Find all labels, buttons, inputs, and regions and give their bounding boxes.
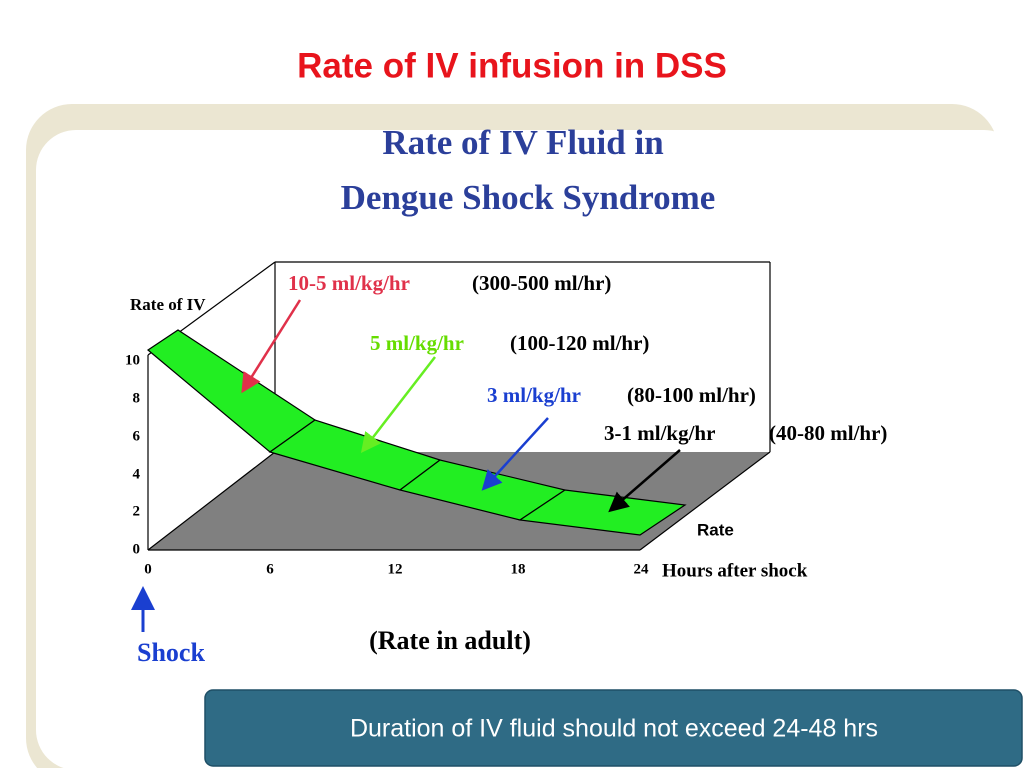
x-tick-label: 0 (144, 561, 152, 577)
frame-inner (36, 130, 1024, 768)
shock-label: Shock (137, 638, 205, 667)
y-tick-label: 6 (133, 428, 141, 444)
dose-label: 3-1 ml/kg/hr (604, 421, 715, 445)
note-box (204, 689, 1023, 767)
dose-label: 5 ml/kg/hr (370, 331, 464, 355)
y-tick-label: 10 (125, 352, 140, 368)
arrow (608, 449, 681, 513)
depth-label: Rate (697, 520, 734, 539)
x-tick-label: 12 (388, 561, 403, 577)
dose-label: 3 ml/kg/hr (487, 383, 581, 407)
figure-title: Rate of IV Fluid in (382, 123, 663, 162)
dose-label: 10-5 ml/kg/hr (288, 271, 410, 295)
x-ticks: 0 6 12 18 24 (144, 561, 649, 577)
volume-label: (40-80 ml/hr) (769, 421, 887, 445)
y-axis-label: Rate of IV (130, 295, 206, 314)
arrow (360, 356, 436, 453)
x-tick-label: 24 (634, 561, 650, 577)
figure-title: Dengue Shock Syndrome (341, 178, 716, 217)
y-tick-label: 4 (133, 466, 141, 482)
x-tick-label: 6 (266, 561, 274, 577)
y-tick-label: 2 (133, 503, 141, 519)
volume-label: (80-100 ml/hr) (627, 383, 756, 407)
caption: (Rate in adult) (369, 626, 531, 655)
x-tick-label: 18 (511, 561, 526, 577)
x-axis-label: Hours after shock (662, 560, 808, 581)
y-tick-label: 0 (133, 541, 141, 557)
y-ticks: 10 8 6 4 2 0 (125, 352, 141, 557)
figure: Rate of IV Fluid in Dengue Shock Syndrom… (125, 123, 887, 667)
arrow (241, 299, 302, 394)
volume-label: (100-120 ml/hr) (510, 331, 649, 355)
annotations: 10-5 ml/kg/hr (300-500 ml/hr) 5 ml/kg/hr… (288, 271, 887, 445)
arrow (481, 417, 549, 491)
note-text: Duration of IV fluid should not exceed 2… (350, 715, 878, 743)
y-tick-label: 8 (133, 390, 141, 406)
volume-label: (300-500 ml/hr) (472, 271, 611, 295)
slide-title: Rate of IV infusion in DSS (297, 46, 727, 85)
